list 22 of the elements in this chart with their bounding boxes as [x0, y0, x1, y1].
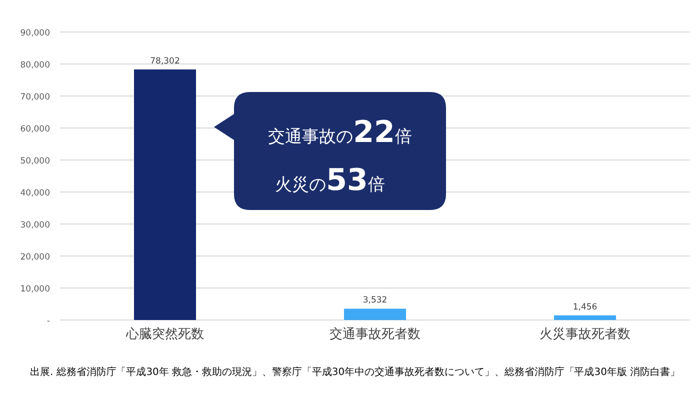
y-tick-label: 50,000: [20, 156, 50, 166]
data-label: 3,532: [362, 296, 388, 306]
text: 出展. 総務省消防庁「平成30年 救急・救助の現況」、警察庁「平成30年中の交通事故死者数について」、総務省消防庁「平成30年版 消防白書」: [30, 366, 681, 378]
y-tick-label: -: [46, 316, 50, 326]
y-tick-label: 20,000: [20, 252, 50, 262]
x-tick-label: 心臓突然死数: [125, 326, 204, 342]
bar: [554, 315, 616, 320]
x-tick-label: 火災事故死者数: [540, 327, 630, 342]
y-tick-label: 10,000: [20, 284, 50, 294]
y-tick-label: 60,000: [20, 124, 50, 134]
bar: [344, 308, 406, 320]
x-tick-label: 交通事故死者数: [330, 326, 420, 342]
bar: [134, 69, 196, 320]
data-label: 1,456: [572, 302, 598, 312]
annotation: 交通事故の22倍: [268, 115, 412, 150]
y-tick-label: 80,000: [20, 60, 50, 70]
annotation: 火災の53倍: [275, 163, 385, 198]
y-tick-label: 40,000: [20, 188, 50, 198]
y-tick-label: 30,000: [20, 220, 50, 230]
y-tick-label: 70,000: [20, 92, 50, 102]
y-tick-label: 90,000: [20, 28, 50, 38]
data-label: 78,302: [150, 56, 180, 66]
